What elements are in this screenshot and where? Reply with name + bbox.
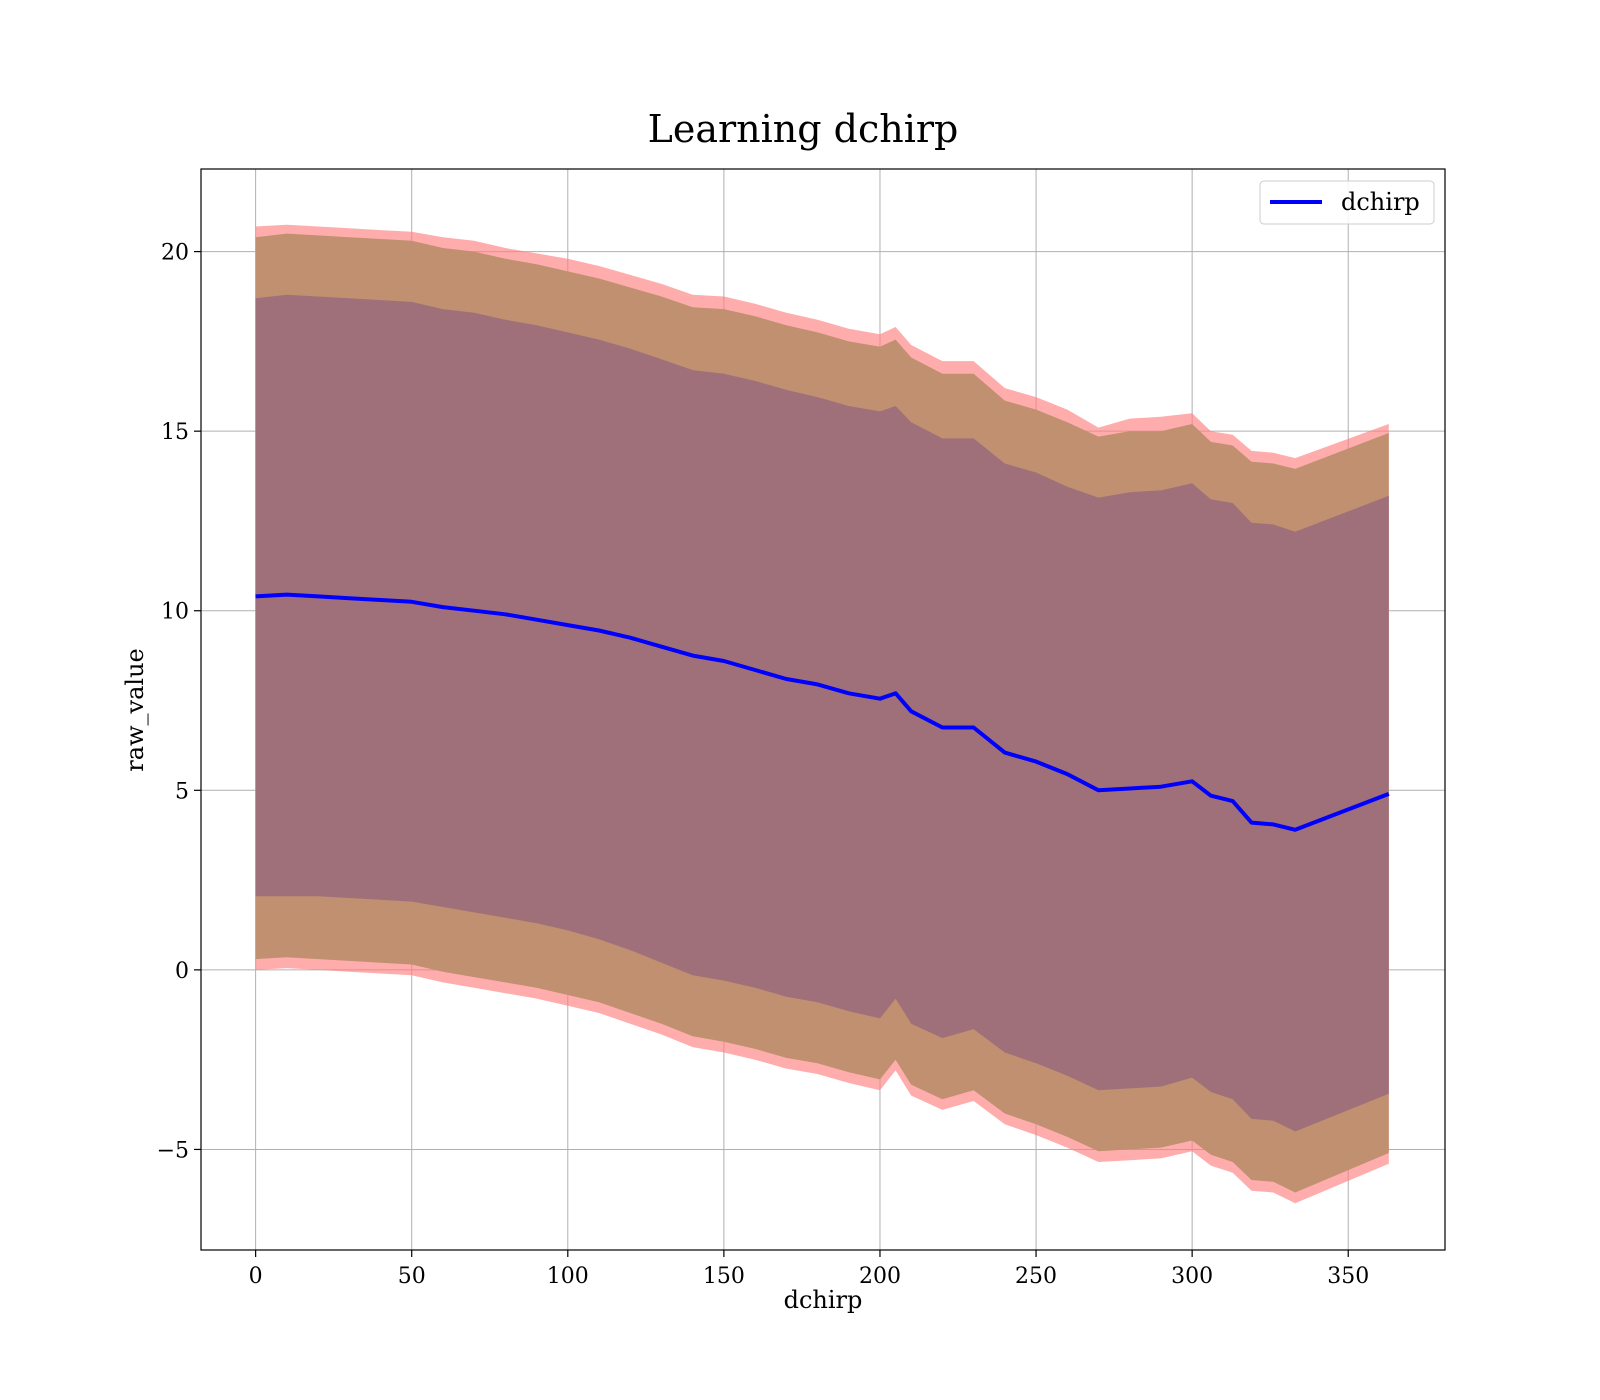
x-tick-label: 150 (703, 1264, 745, 1289)
x-axis-label: dchirp (784, 1286, 863, 1314)
legend-frame (1259, 180, 1435, 225)
y-tick-label: −5 (157, 1138, 189, 1163)
legend: dchirp (1259, 180, 1435, 225)
series-lines (255, 592, 1390, 832)
plot-frame (200, 168, 1446, 1251)
inner-band (255, 294, 1389, 1132)
x-tick-label: 300 (1171, 1264, 1213, 1289)
y-tick-label: 15 (161, 420, 189, 445)
y-tick-label: 0 (175, 959, 189, 984)
y-tick-label: 5 (175, 779, 189, 804)
x-tick-label: 0 (249, 1264, 263, 1289)
y-tick-label: 10 (161, 600, 189, 625)
confidence-bands (255, 224, 1389, 1204)
y-axis-label: raw_value (121, 648, 149, 772)
axis-ticks: 0 50 100 150 200 250 300 350 −5 0 5 10 15 20 (157, 241, 1370, 1289)
x-tick-label: 200 (859, 1264, 901, 1289)
x-tick-label: 50 (398, 1264, 426, 1289)
legend-label-dchirp: dchirp (1341, 188, 1420, 216)
x-tick-label: 250 (1015, 1264, 1057, 1289)
y-tick-label: 20 (161, 241, 189, 266)
x-tick-label: 100 (547, 1264, 589, 1289)
series-line-dchirp (255, 592, 1390, 832)
chart-title: Learning dchirp (648, 107, 959, 151)
x-tick-label: 350 (1327, 1264, 1369, 1289)
